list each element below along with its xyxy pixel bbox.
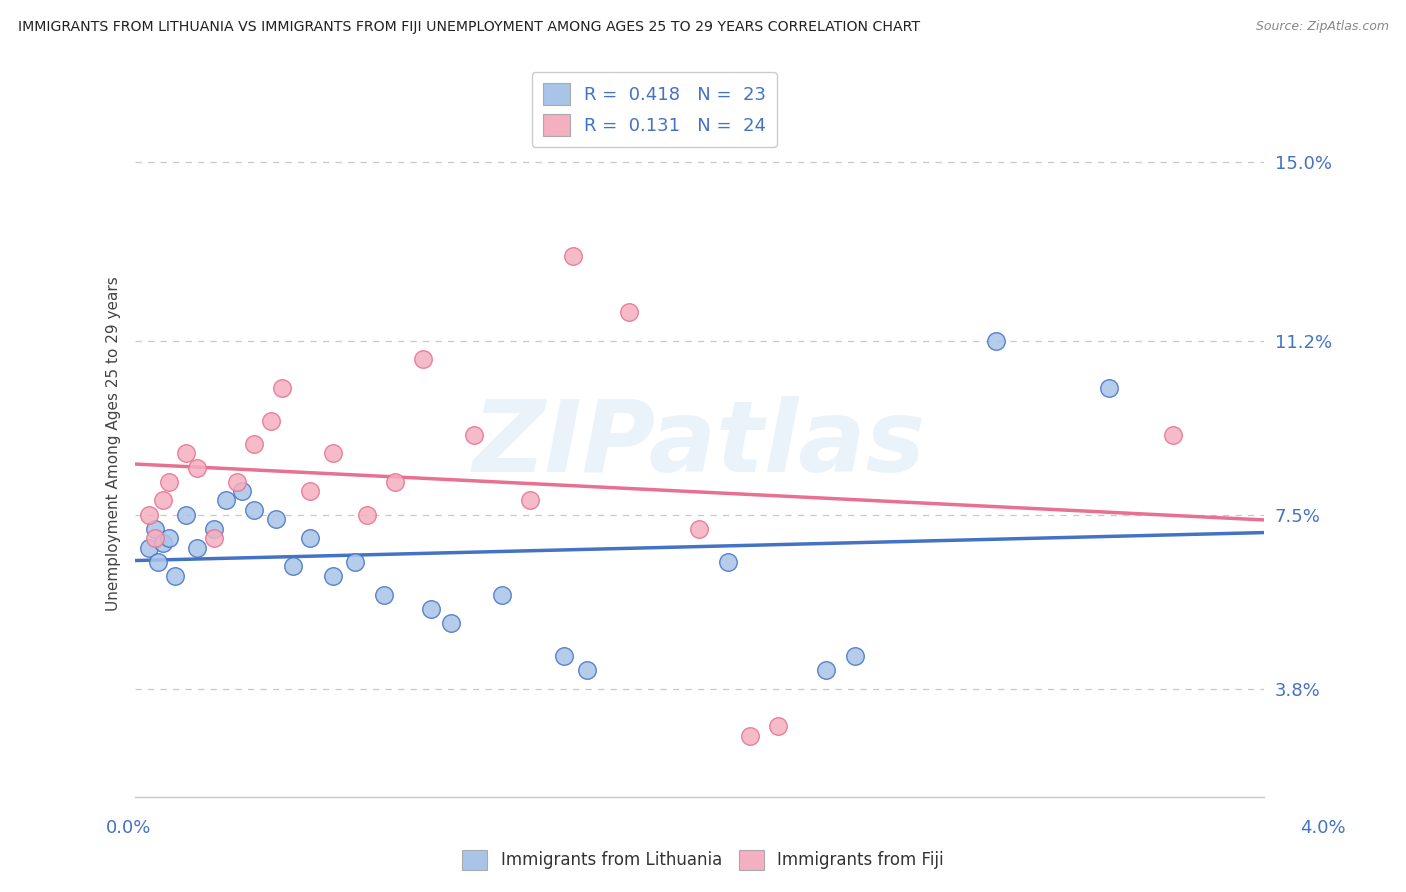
Point — [984, 334, 1007, 348]
Point — [271, 381, 294, 395]
Point — [260, 413, 283, 427]
Point — [519, 493, 541, 508]
Point — [214, 493, 236, 508]
Point — [322, 568, 344, 582]
Point — [202, 531, 225, 545]
Point — [152, 536, 174, 550]
Point — [202, 522, 225, 536]
Point — [163, 568, 186, 582]
Point — [157, 531, 180, 545]
Text: 0.0%: 0.0% — [105, 819, 150, 837]
Point — [146, 555, 169, 569]
Point — [157, 475, 180, 489]
Point — [575, 663, 598, 677]
Point — [384, 475, 406, 489]
Point — [174, 446, 197, 460]
Point — [412, 352, 434, 367]
Point — [717, 555, 740, 569]
Point — [373, 588, 395, 602]
Point — [553, 648, 575, 663]
Point — [186, 541, 208, 555]
Point — [689, 522, 711, 536]
Point — [844, 648, 866, 663]
Point — [420, 601, 443, 615]
Point — [768, 719, 790, 733]
Point — [322, 446, 344, 460]
Point — [266, 512, 288, 526]
Text: ZIPatlas: ZIPatlas — [472, 395, 927, 492]
Point — [242, 437, 264, 451]
Point — [138, 541, 160, 555]
Point — [143, 522, 166, 536]
Point — [344, 555, 367, 569]
Point — [1097, 381, 1119, 395]
Point — [491, 588, 513, 602]
Point — [299, 531, 322, 545]
Legend: R =  0.418   N =  23, R =  0.131   N =  24: R = 0.418 N = 23, R = 0.131 N = 24 — [531, 72, 778, 147]
Text: 4.0%: 4.0% — [1301, 819, 1346, 837]
Text: Source: ZipAtlas.com: Source: ZipAtlas.com — [1256, 20, 1389, 33]
Point — [356, 508, 378, 522]
Point — [225, 475, 247, 489]
Point — [1163, 427, 1185, 442]
Point — [440, 615, 463, 630]
Legend: Immigrants from Lithuania, Immigrants from Fiji: Immigrants from Lithuania, Immigrants fr… — [456, 843, 950, 877]
Point — [463, 427, 485, 442]
Point — [186, 460, 208, 475]
Point — [561, 249, 583, 263]
Point — [815, 663, 838, 677]
Y-axis label: Unemployment Among Ages 25 to 29 years: Unemployment Among Ages 25 to 29 years — [107, 277, 121, 611]
Text: IMMIGRANTS FROM LITHUANIA VS IMMIGRANTS FROM FIJI UNEMPLOYMENT AMONG AGES 25 TO : IMMIGRANTS FROM LITHUANIA VS IMMIGRANTS … — [18, 20, 921, 34]
Point — [174, 508, 197, 522]
Point — [740, 729, 762, 743]
Point — [242, 503, 264, 517]
Point — [143, 531, 166, 545]
Point — [231, 484, 253, 499]
Point — [283, 559, 305, 574]
Point — [138, 508, 160, 522]
Point — [152, 493, 174, 508]
Point — [617, 305, 640, 319]
Point — [299, 484, 322, 499]
